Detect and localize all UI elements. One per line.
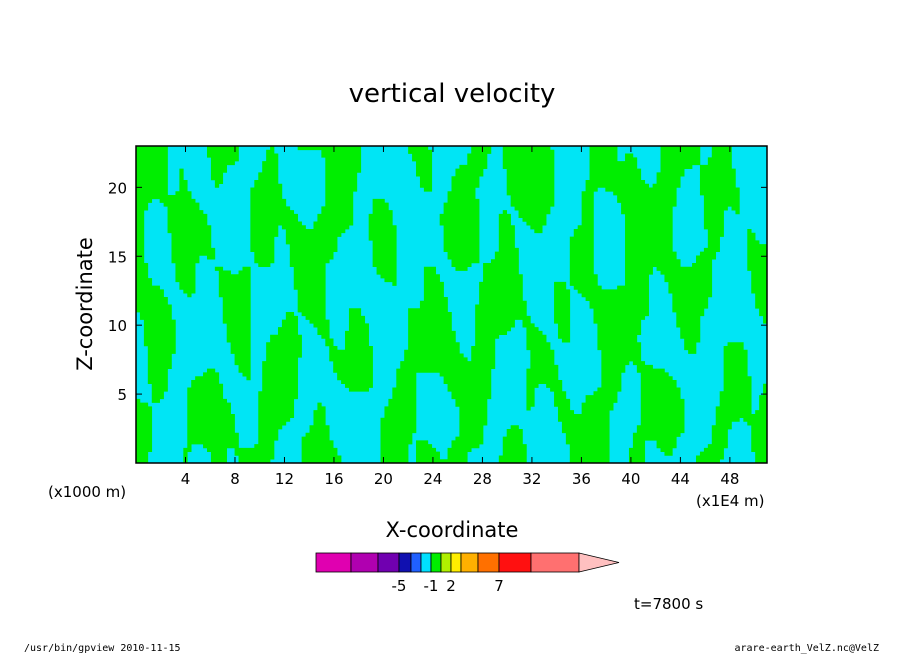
plot-frame	[135, 145, 768, 464]
x-axis-ticks: 4 8 12 16 20 24 28 32 36 40 44 48	[181, 146, 739, 488]
colorbar-segment	[450, 552, 462, 573]
x-tick-label: 24	[423, 470, 442, 488]
x-tick-label: 48	[720, 470, 739, 488]
y-axis-ticks: 5 10 15 20	[108, 179, 767, 404]
y-tick-label: 5	[117, 386, 127, 404]
colorbar-extend-arrow	[578, 552, 620, 573]
colorbar-label: 2	[446, 577, 456, 595]
x-tick-label: 4	[181, 470, 191, 488]
y-tick-label: 20	[108, 179, 127, 197]
positive-velocity-region	[136, 146, 767, 463]
colorbar-segment	[530, 552, 580, 573]
colorbar: -5 -1 2 7	[315, 552, 620, 595]
colorbar-segment	[420, 552, 432, 573]
plot-area	[135, 145, 768, 464]
x-axis-label: X-coordinate	[386, 518, 519, 542]
colorbar-segment	[398, 552, 412, 573]
colorbar-segment	[498, 552, 532, 573]
chart-title: vertical velocity	[349, 79, 556, 109]
colorbar-label: -1	[424, 577, 439, 595]
velocity-field	[136, 146, 767, 463]
colorbar-segment	[410, 552, 422, 573]
x-tick-label: 8	[230, 470, 240, 488]
footer-right: arare-earth_VelZ.nc@VelZ	[735, 643, 880, 654]
y-tick-label: 15	[108, 248, 127, 266]
colorbar-segment	[350, 552, 379, 573]
colorbar-label: -5	[392, 577, 407, 595]
y-unit-label: (x1000 m)	[48, 483, 126, 501]
footer-left: /usr/bin/gpview 2010-11-15	[24, 643, 181, 654]
colorbar-segment	[377, 552, 400, 573]
colorbar-label: 7	[494, 577, 504, 595]
colorbar-segment	[440, 552, 452, 573]
x-tick-label: 44	[671, 470, 690, 488]
x-tick-label: 28	[473, 470, 492, 488]
colorbar-segment	[430, 552, 442, 573]
x-tick-label: 32	[522, 470, 541, 488]
colorbar-segment	[460, 552, 479, 573]
x-tick-label: 40	[621, 470, 640, 488]
y-tick-label: 10	[108, 317, 127, 335]
x-unit-label: (x1E4 m)	[696, 492, 765, 510]
colorbar-segment	[315, 552, 352, 573]
x-tick-label: 20	[374, 470, 393, 488]
y-axis-label: Z-coordinate	[73, 237, 97, 371]
x-tick-label: 36	[572, 470, 591, 488]
time-label: t=7800 s	[634, 595, 703, 613]
x-tick-label: 12	[275, 470, 294, 488]
colorbar-segment	[477, 552, 500, 573]
x-tick-label: 16	[324, 470, 343, 488]
